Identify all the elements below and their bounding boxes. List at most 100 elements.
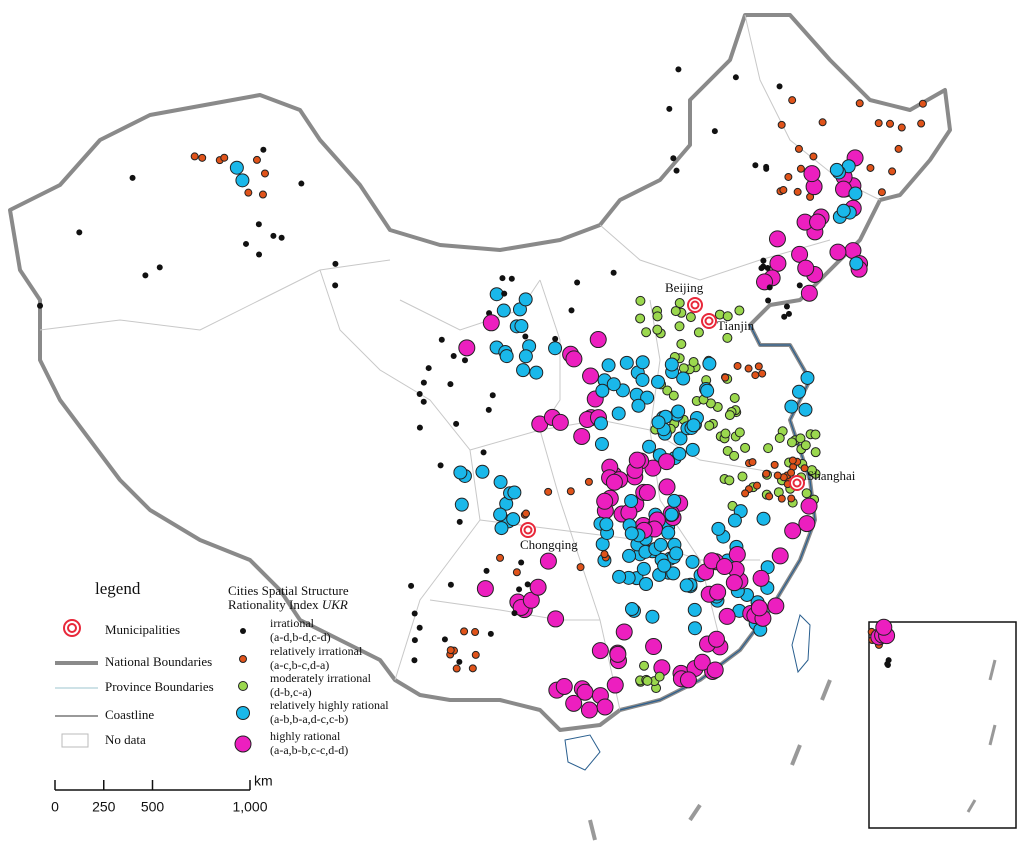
city-dot (544, 487, 553, 496)
city-dot (548, 341, 563, 356)
city-dot (765, 492, 774, 501)
legend-class-codes: (a-a,b-b,c-c,d-d) (270, 743, 348, 757)
city-dot (674, 298, 685, 309)
city-dot (460, 627, 469, 636)
municipality-ring (690, 300, 700, 310)
city-dot (260, 169, 269, 178)
city-dot (441, 636, 448, 643)
city-dot (516, 363, 531, 378)
legend-label: Coastline (105, 707, 154, 722)
coastline (619, 324, 816, 711)
province-boundary (39, 259, 391, 331)
city-dot (676, 371, 691, 386)
city-dot (483, 567, 490, 574)
municipality-symbol (63, 619, 81, 637)
city-dot (777, 120, 786, 129)
legend-title: legend (95, 579, 141, 598)
city-dot (411, 637, 418, 644)
city-dot (37, 302, 44, 309)
city-dot (781, 313, 788, 320)
legend-label: No data (105, 732, 146, 747)
city-dot (461, 357, 468, 364)
city-dot (278, 234, 285, 241)
city-dot (508, 275, 515, 282)
city-dot (796, 282, 803, 289)
city-dot (453, 420, 460, 427)
legend-class-name: moderately irrational (270, 671, 372, 685)
city-dot (687, 621, 702, 636)
city-dot (722, 311, 733, 322)
nine-dash-line (588, 679, 832, 841)
legend-swatch (238, 681, 248, 691)
city-dot (748, 458, 757, 467)
city-dot (625, 602, 640, 617)
legend-nodata (61, 733, 89, 748)
city-dot (732, 74, 739, 81)
city-dot (917, 119, 926, 128)
city-dot (635, 313, 646, 324)
city-dot (609, 645, 627, 663)
legend-class-name: relatively irrational (270, 644, 363, 658)
municipality-ring (704, 316, 714, 326)
city-dot (793, 187, 802, 196)
city-dot (496, 553, 505, 562)
index-title-text: Rationality Index (228, 597, 322, 612)
city-dot (600, 550, 609, 559)
city-dot (605, 473, 623, 491)
city-dot (529, 578, 547, 596)
city-dot (849, 256, 864, 271)
taiwan (791, 614, 811, 674)
city-dot (800, 464, 809, 473)
city-dot (768, 230, 786, 248)
index-title: Rationality Index UKR (228, 597, 348, 612)
city-dot (888, 167, 897, 176)
municipalities: Beijing Tianjin Shanghai Chongqing (520, 280, 856, 552)
city-dot (594, 437, 609, 452)
city-dot (610, 269, 617, 276)
city-dot (416, 624, 423, 631)
city-dot (884, 661, 891, 668)
city-dot (801, 488, 812, 499)
city-dot (848, 186, 863, 201)
city-dot (653, 537, 668, 552)
city-dot (794, 144, 803, 153)
city-dot (190, 152, 199, 161)
city-dot (229, 160, 244, 175)
city-dot (729, 450, 740, 461)
city-dot (679, 671, 697, 689)
scale-label: 500 (141, 799, 165, 815)
city-dot (741, 489, 750, 498)
city-dot (636, 561, 651, 576)
city-dot (576, 563, 585, 572)
city-dot (829, 243, 847, 261)
city-dot (658, 453, 676, 471)
city-dot (666, 566, 681, 581)
city-dot (506, 512, 521, 527)
city-dot (235, 173, 250, 188)
city-dot (220, 153, 229, 162)
city-dot (673, 167, 680, 174)
city-dot (622, 548, 637, 563)
city-dot (763, 165, 770, 172)
city-dot (639, 577, 654, 592)
city-dot (499, 275, 506, 282)
city-dot (612, 569, 627, 584)
city-dot (734, 427, 745, 438)
city-dot (770, 460, 779, 469)
city-dot (760, 257, 767, 264)
city-dot (686, 418, 701, 433)
city-dot (456, 658, 463, 665)
city-dot (765, 297, 772, 304)
city-dot (635, 372, 650, 387)
city-dot (762, 469, 771, 478)
city-dot (142, 272, 149, 279)
city-dot (897, 123, 906, 132)
municipality-label: Shanghai (807, 468, 856, 483)
city-dot (624, 526, 639, 541)
symbol-ring (67, 623, 77, 633)
municipality-label: Beijing (665, 280, 704, 295)
city-dot (740, 442, 751, 453)
city-dot (773, 471, 782, 480)
city-dot (452, 664, 461, 673)
